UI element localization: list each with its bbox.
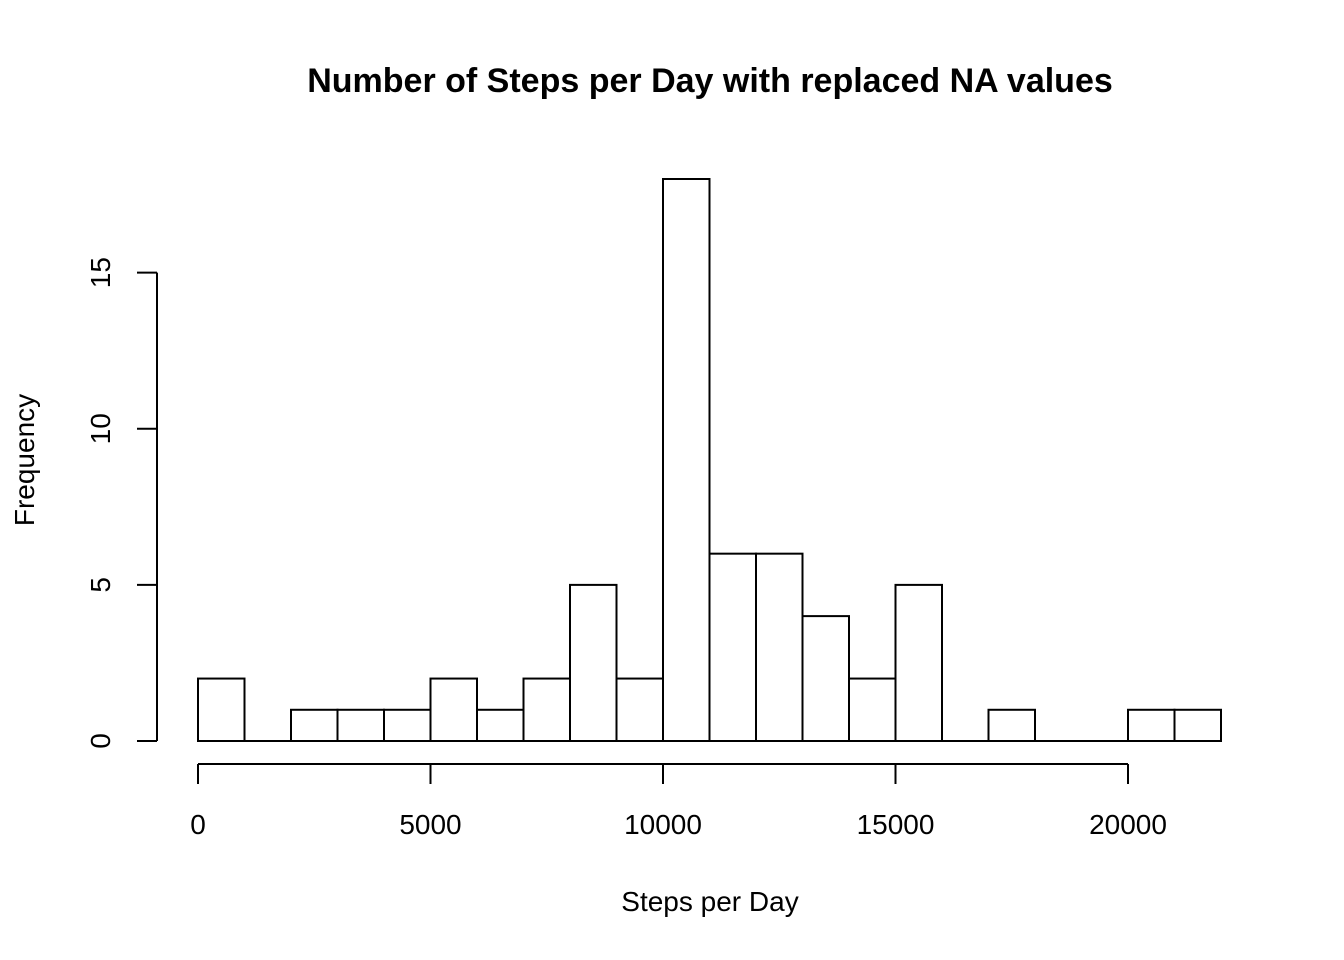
- y-axis-label: Frequency: [9, 394, 40, 526]
- histogram-bar-5: [429, 677, 478, 742]
- histogram-bar-7: [522, 677, 571, 742]
- y-tick-label-1: 5: [85, 577, 116, 593]
- histogram-bar-4: [383, 708, 432, 742]
- histogram-bar-8: [569, 583, 618, 743]
- y-axis: 0 5 10 15: [85, 257, 158, 749]
- histogram-bar-13: [801, 615, 850, 742]
- histogram-bar-17: [987, 708, 1036, 742]
- histogram-bar-12: [755, 552, 804, 743]
- histogram-bar-9: [615, 677, 664, 742]
- x-tick-label-0: 0: [190, 809, 206, 840]
- x-tick-label-1: 5000: [399, 809, 461, 840]
- x-tick-label-4: 20000: [1089, 809, 1167, 840]
- x-tick-label-2: 10000: [624, 809, 702, 840]
- histogram-bar-0: [197, 677, 246, 742]
- histogram-bar-21: [1173, 708, 1222, 742]
- histogram-bar-3: [336, 708, 385, 742]
- histogram-bars: [197, 178, 1222, 743]
- histogram-bar-14: [848, 677, 897, 742]
- histogram-bar-10: [662, 178, 711, 742]
- chart-title: Number of Steps per Day with replaced NA…: [307, 62, 1113, 100]
- y-tick-label-0: 0: [85, 733, 116, 749]
- y-tick-label-3: 15: [85, 257, 116, 288]
- x-axis-label: Steps per Day: [621, 886, 798, 917]
- histogram-bar-2: [290, 708, 339, 742]
- histogram-bar-15: [894, 583, 943, 743]
- histogram-bar-20: [1127, 708, 1176, 742]
- y-tick-label-2: 10: [85, 413, 116, 444]
- x-tick-label-3: 15000: [857, 809, 935, 840]
- histogram-bar-11: [708, 552, 757, 743]
- histogram-bar-6: [476, 708, 525, 742]
- x-axis: 0 5000 10000 15000 20000: [190, 763, 1167, 840]
